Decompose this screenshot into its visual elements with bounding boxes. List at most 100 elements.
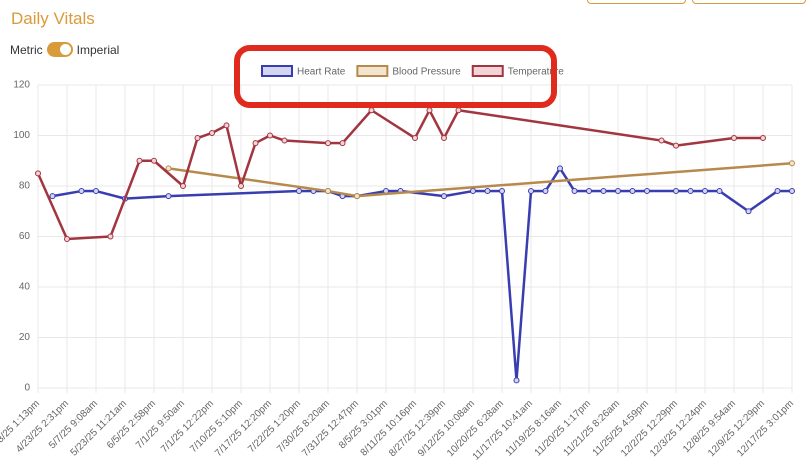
point: [528, 188, 534, 195]
line-segment: [458, 109, 662, 142]
point: [484, 188, 491, 195]
point: [600, 188, 607, 195]
point: [354, 193, 360, 200]
point: [165, 193, 172, 200]
line-segment: [124, 194, 169, 200]
unit-toggle[interactable]: Metric Imperial: [10, 42, 119, 57]
point: [78, 188, 85, 195]
point: [412, 135, 418, 142]
line-segment: [413, 109, 431, 139]
y-tick-label: 80: [19, 181, 31, 192]
legend-label: Heart Rate: [297, 67, 346, 78]
point: [441, 135, 447, 142]
y-tick-label: 40: [19, 282, 31, 293]
line-segment: [675, 136, 735, 147]
line-segment: [284, 139, 329, 145]
toggle-label: Metric: [10, 42, 43, 57]
line-segment: [168, 189, 300, 198]
point: [615, 188, 621, 195]
toggle-label: Imperial: [76, 42, 120, 57]
y-tick-label: 100: [13, 130, 30, 141]
point: [165, 165, 172, 172]
line-segment: [36, 172, 69, 240]
page-title: Daily Vitals: [11, 9, 95, 28]
legend-swatch: [261, 65, 293, 77]
y-tick-label: 0: [24, 383, 30, 394]
point: [673, 142, 679, 149]
point: [789, 160, 795, 167]
point: [368, 107, 375, 114]
y-tick-label: 20: [19, 332, 31, 343]
switch[interactable]: [46, 42, 73, 57]
point: [238, 183, 244, 189]
point: [571, 188, 578, 195]
point: [325, 188, 331, 195]
point: [513, 377, 520, 384]
point: [325, 140, 331, 147]
point: [107, 233, 114, 240]
point: [136, 157, 143, 164]
point: [760, 135, 766, 142]
line-segment: [66, 235, 111, 241]
point: [35, 170, 41, 177]
point: [658, 137, 665, 144]
line-segment: [327, 189, 358, 198]
point: [673, 188, 679, 195]
point: [441, 193, 447, 200]
point: [49, 193, 56, 200]
point: [296, 188, 302, 195]
line-segment: [515, 190, 533, 381]
point: [702, 188, 708, 195]
y-tick-label: 120: [13, 80, 30, 91]
point: [64, 236, 70, 243]
point: [629, 188, 636, 195]
line-segment: [52, 189, 82, 198]
line-segment: [370, 109, 416, 140]
line-segment: [718, 190, 750, 213]
y-tick-label: 60: [19, 231, 31, 242]
point: [470, 188, 476, 195]
point: [455, 107, 462, 114]
point: [644, 188, 650, 195]
line-segment: [181, 137, 199, 187]
line-segment: [109, 160, 141, 237]
point: [745, 208, 752, 215]
line-segment: [225, 125, 243, 187]
point: [731, 135, 737, 142]
line-segment: [153, 159, 184, 187]
point: [774, 188, 781, 195]
line-segment: [747, 190, 779, 213]
highlight-box: [234, 45, 557, 108]
point: [426, 107, 433, 114]
point: [194, 135, 201, 142]
line-segment: [168, 167, 329, 193]
legend-label: Temperature: [508, 67, 565, 78]
point: [93, 188, 99, 195]
line-segment: [442, 109, 460, 139]
point: [586, 188, 592, 195]
point: [499, 188, 505, 195]
point: [716, 188, 723, 195]
line-segment: [95, 189, 126, 200]
line-segment: [341, 109, 373, 144]
point: [267, 132, 273, 139]
legend-swatch: [356, 65, 389, 77]
line-segment: [428, 109, 446, 139]
point: [209, 129, 215, 136]
legend-swatch: [471, 65, 504, 77]
point: [687, 188, 694, 195]
line-segment: [443, 189, 474, 198]
point: [252, 140, 259, 147]
point: [339, 140, 346, 147]
point: [151, 157, 157, 164]
legend-label: Blood Pressure: [392, 67, 461, 78]
point: [223, 122, 230, 129]
line-segment: [239, 142, 257, 187]
point: [180, 183, 186, 189]
point: [557, 165, 563, 172]
point: [281, 137, 288, 144]
line-segment: [356, 162, 793, 198]
point: [789, 188, 795, 195]
line-segment: [500, 190, 518, 381]
